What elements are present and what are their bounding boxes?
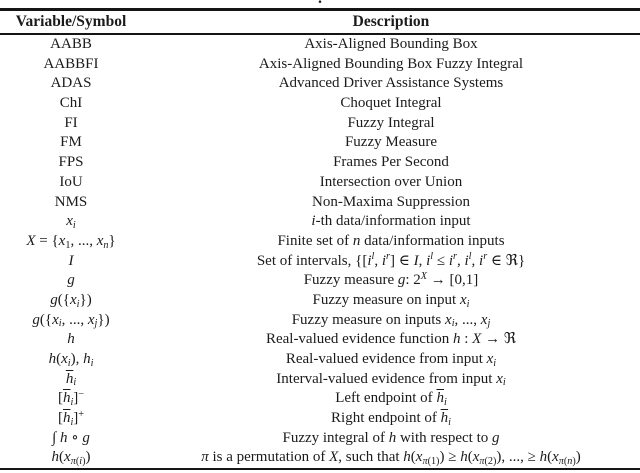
table-row: h(xi), hi Real-valued evidence from inpu… <box>0 350 640 370</box>
table-body: AABB Axis-Aligned Bounding Box AABBFI Ax… <box>0 35 640 468</box>
symbol-cell: h(xi), hi <box>48 350 94 369</box>
table-row: [hi]+ Right endpoint of hi <box>0 409 640 429</box>
symbol-cell: FPS <box>58 154 84 171</box>
symbol-cell: g <box>67 272 75 289</box>
symbol-cell: h <box>67 331 75 348</box>
symbol-cell: [hi]+ <box>57 408 85 428</box>
header-description: Description <box>352 12 430 30</box>
description-cell: Fuzzy Integral <box>347 114 435 131</box>
table-bottom-rule <box>0 467 640 471</box>
description-cell: π is a permutation of X, such that h(xπ(… <box>201 449 581 468</box>
table-row: h(xπ(i)) π is a permutation of X, such t… <box>0 448 640 468</box>
table-row: FI Fuzzy Integral <box>0 113 640 133</box>
table-row: FPS Frames Per Second <box>0 153 640 173</box>
symbol-cell: NMS <box>54 193 88 210</box>
table-row: NMS Non-Maxima Suppression <box>0 192 640 212</box>
description-cell: Interval-valued evidence from input xi <box>276 370 506 389</box>
description-cell: Set of intervals, {[il, ir] ∈ I, il ≤ ir… <box>256 251 526 269</box>
description-cell: Non-Maxima Suppression <box>312 193 470 210</box>
symbol-cell: [hi]− <box>57 389 85 409</box>
table-row: g({xi, ..., xj}) Fuzzy measure on inputs… <box>0 310 640 330</box>
symbol-cell: IoU <box>59 173 83 190</box>
description-cell: Fuzzy measure on input xi <box>312 291 470 310</box>
description-cell: Axis-Aligned Bounding Box Fuzzy Integral <box>258 55 524 72</box>
description-cell: Advanced Driver Assistance Systems <box>278 75 504 92</box>
symbol-cell: AABB <box>50 36 92 53</box>
table-row: AABBFI Axis-Aligned Bounding Box Fuzzy I… <box>0 54 640 74</box>
description-cell: Real-valued evidence from input xi <box>285 350 497 369</box>
symbol-cell: xi <box>66 213 76 232</box>
table-row: ∫ h ∘ g Fuzzy integral of h with respect… <box>0 428 640 448</box>
table-row: xi i-th data/information input <box>0 212 640 232</box>
symbol-cell: hi <box>65 370 77 389</box>
caption-period: . <box>318 0 322 7</box>
description-cell: Left endpoint of hi <box>335 390 447 409</box>
table-header-row: Variable/Symbol Description <box>0 11 640 34</box>
table-row: h Real-valued evidence function h : X → … <box>0 330 640 350</box>
symbol-cell: ∫ h ∘ g <box>52 429 90 446</box>
table-row: IoU Intersection over Union <box>0 173 640 193</box>
symbol-cell: g({xi, ..., xj}) <box>32 311 110 330</box>
table-row: ADAS Advanced Driver Assistance Systems <box>0 74 640 94</box>
table-row: I Set of intervals, {[il, ir] ∈ I, il ≤ … <box>0 251 640 271</box>
table-row: AABB Axis-Aligned Bounding Box <box>0 35 640 55</box>
header-variable-symbol: Variable/Symbol <box>15 12 127 30</box>
table-row: g({xi}) Fuzzy measure on input xi <box>0 291 640 311</box>
table-header-rule <box>0 33 640 35</box>
description-cell: Fuzzy measure g: 2X → [0,1] <box>303 271 479 289</box>
table-row: FM Fuzzy Measure <box>0 133 640 153</box>
description-cell: Intersection over Union <box>319 173 463 190</box>
table-row: [hi]− Left endpoint of hi <box>0 389 640 409</box>
table-row: g Fuzzy measure g: 2X → [0,1] <box>0 271 640 291</box>
symbol-cell: ADAS <box>50 75 92 92</box>
description-cell: Fuzzy Measure <box>344 134 438 151</box>
description-cell: Right endpoint of hi <box>331 409 451 428</box>
description-cell: Axis-Aligned Bounding Box <box>304 36 478 53</box>
description-cell: Choquet Integral <box>340 95 442 112</box>
description-cell: Real-valued evidence function h : X → ℜ <box>265 331 517 348</box>
description-cell: Fuzzy measure on inputs xi, ..., xj <box>291 311 491 330</box>
symbol-cell: AABBFI <box>43 55 99 72</box>
symbol-cell: FM <box>60 134 82 151</box>
description-cell: Finite set of n data/information inputs <box>277 232 505 249</box>
symbol-cell: FI <box>64 114 78 131</box>
symbol-cell: h(xπ(i)) <box>51 449 91 468</box>
symbol-cell: ChI <box>59 95 83 112</box>
description-cell: Frames Per Second <box>333 154 449 171</box>
symbol-cell: g({xi}) <box>50 291 92 310</box>
table-row: X = {x1, ..., xn} Finite set of n data/i… <box>0 232 640 252</box>
description-cell: Fuzzy integral of h with respect to g <box>282 429 500 446</box>
description-cell: i-th data/information input <box>311 213 471 230</box>
symbol-cell: I <box>68 252 74 269</box>
symbol-cell: X = {x1, ..., xn} <box>26 232 116 251</box>
table-row: ChI Choquet Integral <box>0 94 640 114</box>
table-top-rule <box>0 8 640 11</box>
table-row: hi Interval-valued evidence from input x… <box>0 369 640 389</box>
